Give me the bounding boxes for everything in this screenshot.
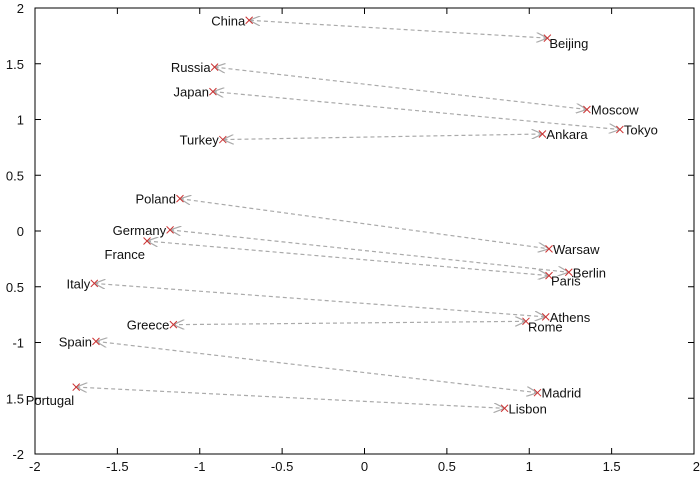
axis-ticks: -2 -1.5 -1 -0.5 0 0.5 1 1.5 2 2 1.5 1 0.5 0 0.5 -1 1.5 -2 — [6, 1, 700, 474]
point-tokyo: Tokyo — [616, 123, 658, 138]
point-marker — [72, 383, 81, 391]
point-marker — [541, 313, 550, 321]
point-russia: Russia — [171, 60, 219, 75]
point-marker — [169, 320, 178, 329]
point-label: Athens — [550, 310, 591, 325]
point-marker — [209, 87, 217, 96]
point-marker — [545, 271, 553, 280]
y-tick-label: 1 — [17, 113, 24, 128]
point-label: France — [105, 247, 145, 262]
x-tick-label: 0 — [361, 459, 368, 474]
point-paris: Paris — [545, 271, 581, 289]
point-marker — [245, 16, 254, 25]
point-label: Rome — [528, 319, 563, 334]
point-label: Turkey — [180, 133, 220, 148]
point-moscow: Moscow — [583, 102, 639, 117]
point-label: Tokyo — [624, 123, 658, 138]
point-marker — [538, 130, 547, 138]
point-beijing: Beijing — [543, 34, 588, 51]
point-marker — [533, 388, 542, 397]
x-tick-label: -0.5 — [271, 459, 293, 474]
point-label: Italy — [66, 276, 90, 291]
arrow-rome-greece — [173, 321, 526, 324]
point-label: Ankara — [546, 127, 588, 142]
arrow-ankara-turkey — [223, 134, 543, 140]
point-france: France — [105, 237, 151, 262]
point-marker — [218, 135, 227, 144]
point-madrid: Madrid — [533, 386, 581, 401]
point-marker — [92, 337, 100, 346]
point-italy: Italy — [66, 276, 99, 291]
arrow-france-paris — [147, 241, 549, 276]
point-germany: Germany — [113, 223, 174, 238]
arrow-russia-moscow — [215, 67, 587, 109]
point-label: Russia — [171, 60, 212, 75]
x-tick-label: 1 — [526, 459, 533, 474]
point-label: Portugal — [26, 393, 75, 408]
point-portugal: Portugal — [26, 383, 81, 408]
point-label: Germany — [113, 223, 167, 238]
y-tick-label: 0.5 — [6, 280, 24, 295]
point-lisbon: Lisbon — [500, 401, 547, 416]
y-tick-label: 1.5 — [6, 57, 24, 72]
point-marker — [522, 317, 530, 326]
y-tick-label: 1.5 — [6, 391, 24, 406]
point-marker — [166, 226, 174, 234]
y-tick-label: -1 — [12, 336, 24, 351]
point-berlin: Berlin — [564, 265, 606, 280]
point-marker — [90, 279, 99, 288]
point-turkey: Turkey — [180, 133, 227, 148]
point-greece: Greece — [127, 318, 178, 333]
point-marker — [210, 63, 219, 71]
arrow-poland-warsaw — [180, 199, 549, 249]
point-spain: Spain — [59, 334, 100, 349]
point-label: Berlin — [573, 265, 606, 280]
point-ankara: Ankara — [538, 127, 588, 142]
arrow-italy-athens — [94, 283, 545, 316]
point-label: Spain — [59, 334, 92, 349]
x-tick-label: -2 — [29, 459, 41, 474]
x-tick-label: -1 — [194, 459, 206, 474]
point-marker — [543, 34, 552, 42]
arrow-spain-madrid — [96, 341, 538, 392]
arrow-japan-tokyo — [213, 92, 620, 130]
point-label: Beijing — [549, 36, 588, 51]
point-poland: Poland — [135, 192, 184, 207]
point-japan: Japan — [174, 85, 217, 100]
x-tick-label: -1.5 — [106, 459, 128, 474]
point-label: Warsaw — [553, 242, 600, 257]
point-marker — [176, 194, 184, 203]
x-tick-label: 2 — [693, 459, 700, 474]
point-marker — [143, 237, 151, 245]
point-series: China Beijing Russia Moscow Japan Tokyo Turkey… — [26, 13, 658, 416]
point-marker — [583, 105, 591, 114]
y-tick-label: 0 — [17, 224, 24, 239]
arrow-series — [76, 20, 620, 408]
point-china: China — [211, 13, 254, 28]
arrow-germany-berlin — [170, 230, 569, 272]
point-label: Greece — [127, 318, 170, 333]
x-tick-label: 0.5 — [438, 459, 456, 474]
y-tick-label: -2 — [12, 447, 24, 462]
y-tick-label: 2 — [17, 1, 24, 16]
point-label: Japan — [174, 85, 209, 100]
point-label: Lisbon — [509, 401, 547, 416]
point-warsaw: Warsaw — [545, 242, 600, 257]
x-tick-label: 1.5 — [603, 459, 621, 474]
point-marker — [616, 125, 624, 134]
point-marker — [564, 268, 573, 277]
point-label: Paris — [551, 274, 581, 289]
point-label: Poland — [135, 192, 175, 207]
arrow-portugal-lisbon — [76, 387, 504, 408]
point-marker — [545, 244, 553, 253]
point-athens: Athens — [541, 310, 591, 325]
point-label: China — [211, 13, 246, 28]
point-rome: Rome — [522, 317, 563, 334]
point-label: Moscow — [591, 102, 639, 117]
point-marker — [500, 404, 509, 413]
arrow-beijing-china — [249, 20, 547, 38]
point-label: Madrid — [541, 386, 581, 401]
y-tick-label: 0.5 — [6, 168, 24, 183]
